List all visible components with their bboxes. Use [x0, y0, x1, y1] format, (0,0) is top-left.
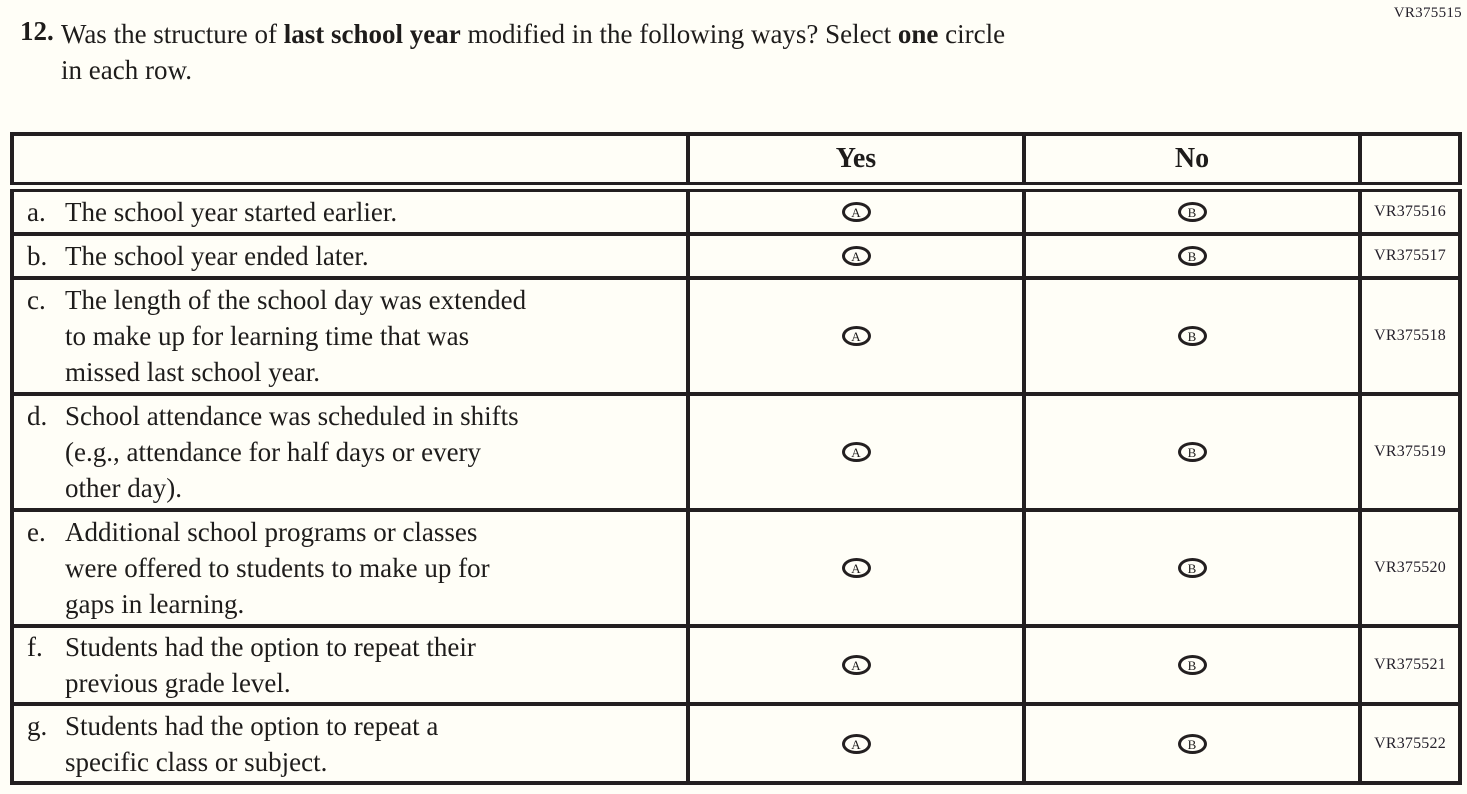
row-statement: b. The school year ended later.	[10, 232, 690, 280]
answer-bubble-yes[interactable]: A	[841, 558, 871, 578]
question-text-segment: Was the structure of	[61, 19, 284, 49]
row-letter: g.	[27, 710, 48, 741]
row-text: The school year ended later.	[65, 241, 369, 271]
header-no: No	[1022, 132, 1362, 192]
table-row-d: d. School attendance was scheduled in sh…	[10, 392, 1462, 512]
row-statement: c. The length of the school day was exte…	[10, 276, 690, 396]
row-statement: d. School attendance was scheduled in sh…	[10, 392, 690, 512]
answer-bubble-no[interactable]: B	[1177, 246, 1207, 266]
header-code-blank	[1358, 132, 1462, 192]
row-text: The school year started earlier.	[65, 197, 398, 227]
table-row-c: c. The length of the school day was exte…	[10, 276, 1462, 396]
row-text: School attendance was scheduled in shift…	[65, 401, 519, 503]
row-statement: e. Additional school programs or classes…	[10, 508, 690, 628]
yes-cell: A	[686, 702, 1026, 785]
yes-cell: A	[686, 392, 1026, 512]
answer-bubble-yes[interactable]: A	[841, 326, 871, 346]
row-statement: a. The school year started earlier.	[10, 185, 690, 236]
no-cell: B	[1022, 185, 1362, 236]
table-row-g: g. Students had the option to repeat a s…	[10, 702, 1462, 785]
yes-cell: A	[686, 508, 1026, 628]
answer-bubble-yes[interactable]: A	[841, 655, 871, 675]
row-letter: e.	[27, 517, 46, 547]
yes-cell: A	[686, 276, 1026, 396]
row-code: VR375521	[1358, 624, 1462, 706]
table-row-f: f. Students had the option to repeat the…	[10, 624, 1462, 706]
answer-bubble-no[interactable]: B	[1177, 558, 1207, 578]
question-12: 12. Was the structure of last school yea…	[20, 16, 1300, 88]
row-letter: a.	[27, 197, 46, 227]
no-cell: B	[1022, 392, 1362, 512]
row-letter: f.	[27, 632, 43, 662]
row-text: The length of the school day was extende…	[65, 285, 527, 387]
question-text: Was the structure of last school year mo…	[61, 16, 1005, 88]
question-code: VR375515	[1393, 5, 1462, 21]
header-row: Yes No	[10, 132, 1462, 192]
response-table: Yes No a. The school year started earlie…	[10, 132, 1462, 785]
header-yes: Yes	[686, 132, 1026, 192]
answer-bubble-yes[interactable]: A	[841, 202, 871, 222]
yes-cell: A	[686, 185, 1026, 236]
question-text-segment-bold: one	[897, 19, 939, 49]
question-text-segment: circle in each row.	[61, 19, 1006, 85]
row-text: Additional school programs or classes we…	[65, 517, 490, 619]
row-text: Students had the option to repeat a spec…	[65, 710, 439, 777]
row-statement: g. Students had the option to repeat a s…	[10, 702, 690, 785]
header-stub-blank	[10, 132, 690, 192]
no-cell: B	[1022, 232, 1362, 280]
row-code: VR375517	[1358, 232, 1462, 280]
answer-bubble-yes[interactable]: A	[841, 246, 871, 266]
yes-cell: A	[686, 624, 1026, 706]
no-cell: B	[1022, 276, 1362, 396]
answer-bubble-no[interactable]: B	[1177, 442, 1207, 462]
row-code: VR375516	[1358, 185, 1462, 236]
yes-cell: A	[686, 232, 1026, 280]
table-row-e: e. Additional school programs or classes…	[10, 508, 1462, 628]
row-code: VR375520	[1358, 508, 1462, 628]
answer-bubble-no[interactable]: B	[1177, 326, 1207, 346]
row-letter: d.	[27, 401, 48, 431]
no-cell: B	[1022, 702, 1362, 785]
answer-bubble-yes[interactable]: A	[841, 733, 871, 754]
row-statement: f. Students had the option to repeat the…	[10, 624, 690, 706]
answer-bubble-yes[interactable]: A	[841, 442, 871, 462]
answer-bubble-no[interactable]: B	[1177, 202, 1207, 222]
question-text-segment: modified in the following ways? Select	[460, 19, 898, 49]
row-letter: b.	[27, 241, 48, 271]
question-number: 12.	[20, 16, 54, 46]
table-row-b: b. The school year ended later. A B VR37…	[10, 232, 1462, 280]
row-letter: c.	[27, 285, 46, 315]
row-code: VR375518	[1358, 276, 1462, 396]
row-text: Students had the option to repeat their …	[65, 632, 476, 698]
no-cell: B	[1022, 624, 1362, 706]
question-text-segment-bold: last school year	[283, 19, 461, 49]
no-cell: B	[1022, 508, 1362, 628]
table-row-a: a. The school year started earlier. A B …	[10, 185, 1462, 236]
row-code: VR375519	[1358, 392, 1462, 512]
row-code: VR375522	[1358, 702, 1462, 785]
answer-bubble-no[interactable]: B	[1177, 655, 1207, 675]
answer-bubble-no[interactable]: B	[1177, 733, 1207, 754]
